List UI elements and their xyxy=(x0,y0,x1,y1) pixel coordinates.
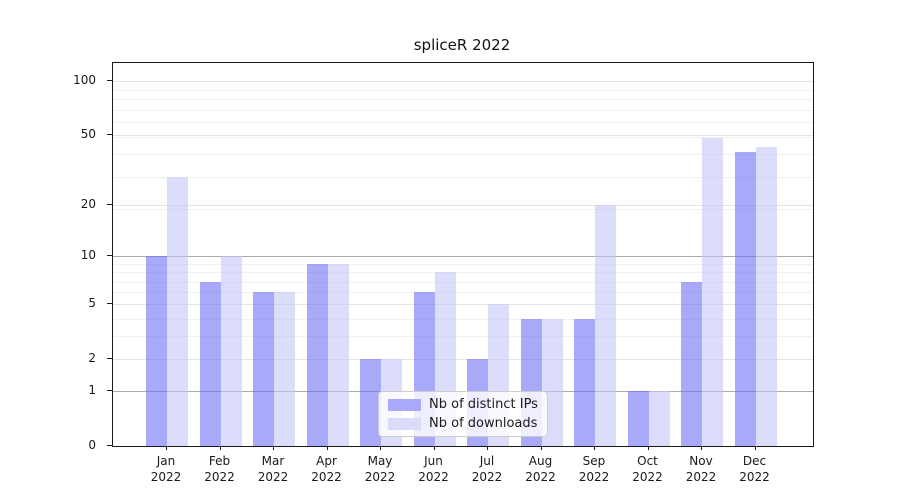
x-tick-label: May 2022 xyxy=(364,454,396,485)
x-tick-mark xyxy=(166,446,167,450)
x-tick-mark xyxy=(701,446,702,450)
bar-distinct-ips-sep xyxy=(574,318,595,446)
gridline-minor xyxy=(113,209,813,211)
gridline-minor xyxy=(113,99,813,101)
gridline-minor xyxy=(113,318,813,320)
gridline-major xyxy=(113,256,813,258)
bar-downloads-mar xyxy=(274,292,295,446)
gridline-minor xyxy=(113,263,813,265)
bar-distinct-ips-oct xyxy=(627,391,649,446)
x-tick-mark xyxy=(754,446,756,450)
bar-distinct-ips-dec xyxy=(734,152,756,446)
x-tick-label: Dec 2022 xyxy=(739,454,770,485)
x-tick-label: Aug 2022 xyxy=(525,454,556,485)
x-tick-mark xyxy=(219,446,221,450)
bar-distinct-ips-mar xyxy=(253,292,274,446)
gridline-major xyxy=(113,304,813,306)
gridline-minor xyxy=(113,154,813,156)
bar-distinct-ips-may xyxy=(360,359,381,446)
x-tick-label: Jun 2022 xyxy=(418,454,449,485)
y-tick-mark xyxy=(107,390,112,392)
y-tick-label: 1 xyxy=(88,383,96,398)
legend-swatch-distinct-ips xyxy=(388,398,421,411)
y-tick-label: 5 xyxy=(88,296,96,311)
x-tick-label: Sep 2022 xyxy=(578,454,610,485)
x-tick-mark xyxy=(487,446,488,450)
bar-downloads-dec xyxy=(755,146,777,446)
gridline-major xyxy=(113,359,813,361)
gridline-minor xyxy=(113,336,813,338)
x-tick-mark xyxy=(273,446,274,450)
bar-distinct-ips-jan xyxy=(146,256,167,446)
x-tick-mark xyxy=(326,446,328,450)
y-tick-label: 0 xyxy=(88,438,96,452)
legend-label-distinct-ips: Nb of distinct IPs xyxy=(429,397,538,412)
legend-item-downloads: Nb of downloads xyxy=(388,416,538,431)
x-tick-label: Oct 2022 xyxy=(632,454,663,485)
x-tick-label: Nov 2022 xyxy=(685,454,717,485)
gridline-minor xyxy=(113,281,813,283)
gridline-minor xyxy=(113,109,813,111)
x-tick-label: Jan 2022 xyxy=(150,454,182,485)
bar-downloads-nov xyxy=(702,138,723,446)
y-tick-label: 2 xyxy=(88,351,96,366)
x-tick-mark xyxy=(647,446,649,450)
y-tick-mark xyxy=(107,358,112,360)
gridline-minor xyxy=(113,90,813,92)
gridline-minor xyxy=(113,136,813,138)
chart-title: spliceR 2022 xyxy=(413,36,511,54)
x-tick-label: Mar 2022 xyxy=(257,454,289,485)
gridline-major xyxy=(113,135,813,137)
y-tick-mark xyxy=(107,255,112,257)
x-tick-mark xyxy=(540,446,542,450)
gridline-minor xyxy=(113,177,813,178)
y-tick-label: 100 xyxy=(73,73,96,87)
gridline-major xyxy=(113,81,813,82)
legend-label-downloads: Nb of downloads xyxy=(429,416,538,431)
gridline-minor xyxy=(113,272,813,274)
y-tick-label: 20 xyxy=(80,197,96,212)
gridline-minor xyxy=(113,122,813,124)
y-tick-mark xyxy=(107,204,112,206)
x-tick-mark xyxy=(433,446,435,450)
y-tick-mark xyxy=(107,134,112,136)
bar-distinct-ips-feb xyxy=(199,281,221,446)
y-tick-label: 50 xyxy=(80,127,96,142)
bar-downloads-feb xyxy=(220,256,242,446)
bar-downloads-sep xyxy=(595,205,616,446)
gridline-minor xyxy=(113,292,813,294)
y-tick-label: 10 xyxy=(80,248,96,263)
legend-swatch-downloads xyxy=(388,417,421,430)
bar-distinct-ips-apr xyxy=(306,263,328,446)
legend-item-distinct-ips: Nb of distinct IPs xyxy=(388,397,538,412)
x-tick-mark xyxy=(380,446,381,450)
y-tick-mark xyxy=(107,445,112,446)
plot-area xyxy=(112,62,814,447)
x-tick-mark xyxy=(594,446,595,450)
x-tick-label: Apr 2022 xyxy=(311,454,342,485)
bar-downloads-oct xyxy=(648,391,670,446)
legend: Nb of distinct IPs Nb of downloads xyxy=(378,391,548,437)
x-tick-label: Feb 2022 xyxy=(204,454,235,485)
bar-downloads-apr xyxy=(327,263,349,446)
bar-downloads-jan xyxy=(167,177,188,446)
y-tick-mark xyxy=(107,80,112,81)
y-tick-mark xyxy=(107,303,112,305)
x-tick-label: Jul 2022 xyxy=(471,454,503,485)
gridline-major xyxy=(113,205,813,207)
bar-distinct-ips-nov xyxy=(681,281,702,446)
